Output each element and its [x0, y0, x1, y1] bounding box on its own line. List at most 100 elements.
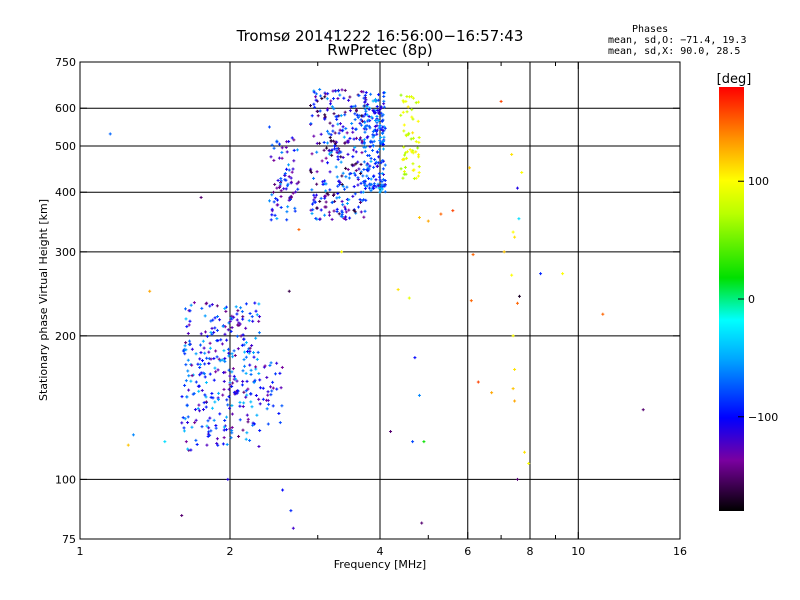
colorbar-tick-label: 0	[748, 293, 755, 306]
data-point	[213, 366, 217, 370]
data-point	[213, 400, 217, 404]
data-point	[411, 162, 415, 166]
data-point	[363, 93, 367, 97]
data-point	[235, 391, 239, 395]
data-point	[321, 182, 325, 186]
data-point	[379, 135, 383, 139]
data-point	[333, 199, 337, 203]
data-point	[240, 383, 244, 387]
data-point	[363, 120, 367, 124]
data-point	[249, 368, 253, 372]
data-point	[357, 94, 361, 98]
data-point	[242, 343, 246, 347]
data-point	[189, 379, 193, 383]
data-point	[322, 140, 326, 144]
data-point	[288, 197, 292, 201]
data-point	[382, 159, 386, 163]
data-point	[325, 97, 329, 101]
data-point	[292, 148, 296, 152]
data-point	[214, 370, 218, 374]
data-point	[193, 408, 197, 412]
y-tick-label: 100	[55, 473, 76, 486]
data-point	[354, 150, 358, 154]
data-point	[347, 198, 351, 202]
data-point	[359, 210, 363, 214]
data-point	[241, 405, 245, 409]
data-point	[357, 167, 361, 171]
data-point	[315, 141, 319, 145]
data-point	[352, 163, 356, 167]
data-point	[337, 114, 341, 118]
data-point	[379, 184, 383, 188]
data-point	[513, 367, 517, 371]
data-point	[205, 356, 209, 360]
data-point	[382, 139, 386, 143]
data-point	[222, 436, 226, 440]
data-point	[297, 228, 301, 232]
data-point	[359, 123, 363, 127]
data-point	[381, 118, 385, 122]
data-point	[372, 165, 376, 169]
data-point	[367, 107, 371, 111]
data-point	[255, 357, 259, 361]
data-point	[337, 195, 341, 199]
data-point	[242, 401, 246, 405]
phases-x-stats: mean, sd,X: 90.0, 28.5	[608, 46, 741, 57]
data-point	[269, 361, 273, 365]
data-point	[257, 444, 261, 448]
data-point	[365, 113, 369, 117]
data-point	[201, 371, 205, 375]
data-point	[399, 93, 403, 97]
data-point	[228, 427, 232, 431]
data-point	[327, 152, 331, 156]
data-point	[378, 190, 382, 194]
data-point	[269, 155, 273, 159]
data-point	[269, 393, 273, 397]
data-point	[365, 104, 369, 108]
data-point	[411, 131, 415, 135]
data-point	[329, 150, 333, 154]
data-point	[561, 272, 565, 276]
data-point	[412, 177, 416, 181]
data-point	[359, 181, 363, 185]
data-point	[324, 205, 328, 209]
data-point	[336, 89, 340, 93]
data-point	[402, 100, 406, 104]
data-point	[190, 425, 194, 429]
data-point	[511, 387, 515, 391]
data-point	[182, 426, 186, 430]
data-point	[235, 379, 239, 383]
y-tick-label: 750	[55, 56, 76, 69]
data-point	[296, 187, 300, 191]
data-point	[312, 90, 316, 94]
data-point	[382, 142, 386, 146]
data-point	[410, 95, 414, 99]
data-point	[222, 349, 226, 353]
data-point	[279, 179, 283, 183]
data-point	[414, 176, 418, 180]
data-point	[223, 424, 227, 428]
data-point	[375, 128, 379, 132]
data-point	[510, 273, 514, 277]
data-point	[343, 205, 347, 209]
data-point	[328, 136, 332, 140]
data-point	[326, 92, 330, 96]
data-point	[214, 426, 218, 430]
data-point	[219, 338, 223, 342]
data-point	[515, 477, 519, 481]
data-point	[405, 110, 409, 114]
data-point	[242, 390, 246, 394]
data-point	[351, 164, 355, 168]
data-point	[223, 332, 227, 336]
data-point	[375, 108, 379, 112]
data-point	[195, 442, 199, 446]
data-point	[277, 156, 281, 160]
data-point	[202, 346, 206, 350]
data-point	[216, 368, 220, 372]
data-point	[230, 317, 234, 321]
data-point	[254, 309, 258, 313]
data-point	[222, 387, 226, 391]
data-point	[371, 108, 375, 112]
data-point	[200, 306, 204, 310]
data-point	[281, 488, 285, 492]
